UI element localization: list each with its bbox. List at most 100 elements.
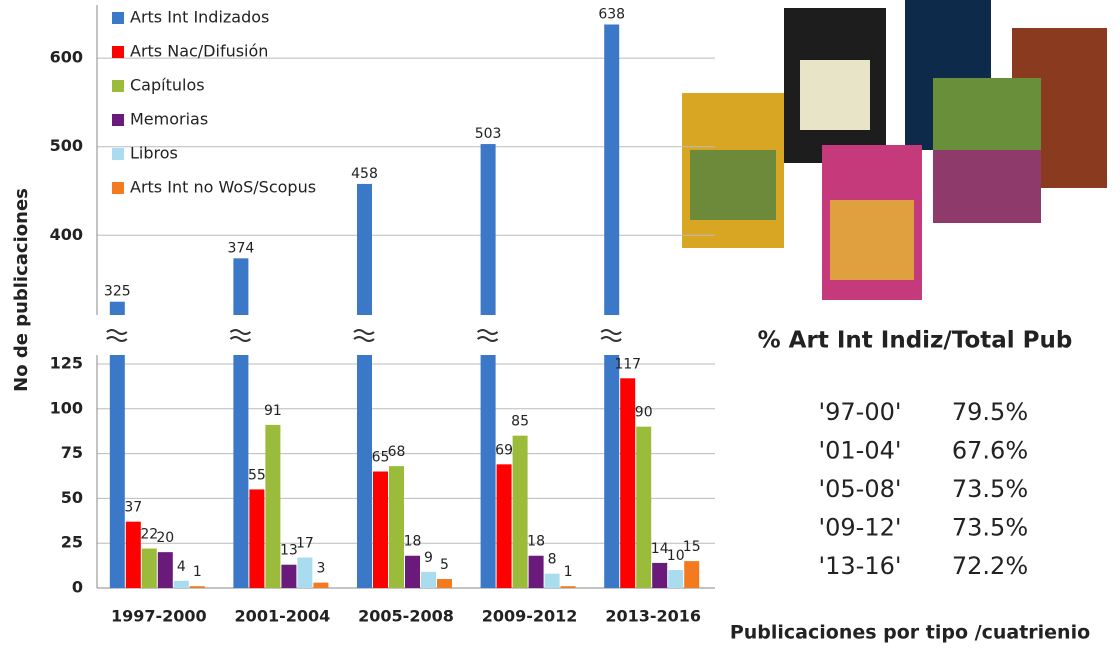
axis-break xyxy=(106,336,128,342)
value-label: 18 xyxy=(527,534,545,550)
bar xyxy=(297,557,313,588)
y-tick-label: 400 xyxy=(50,225,83,244)
value-label: 374 xyxy=(228,240,255,256)
bar xyxy=(684,561,700,588)
bar xyxy=(233,258,249,315)
bar xyxy=(125,521,141,588)
y-axis-title: No de publicaciones xyxy=(11,188,32,392)
x-tick-label: 2009-2012 xyxy=(482,607,578,626)
value-label: 325 xyxy=(104,284,131,300)
book-cover-art xyxy=(830,200,914,280)
legend-label: Arts Nac/Difusión xyxy=(130,42,268,61)
axis-break xyxy=(353,329,375,335)
summary-percent: 73.5% xyxy=(952,475,1028,503)
value-label: 17 xyxy=(296,536,314,552)
bar xyxy=(357,183,372,315)
axis-break xyxy=(476,329,499,335)
axis-break xyxy=(229,336,252,342)
summary-percent: 73.5% xyxy=(952,514,1028,542)
legend-swatch xyxy=(112,46,124,58)
x-axis-title: Publicaciones por tipo /cuatrienio xyxy=(730,622,1090,644)
value-label: 117 xyxy=(614,356,641,372)
bar xyxy=(109,355,125,588)
value-label: 8 xyxy=(548,552,557,568)
value-label: 503 xyxy=(475,126,502,142)
value-label: 14 xyxy=(651,541,669,557)
value-label: 65 xyxy=(372,450,390,466)
bar xyxy=(157,552,173,588)
bar xyxy=(373,471,388,588)
summary-period: '97-00' xyxy=(819,398,902,426)
value-label: 1 xyxy=(564,564,573,580)
book-cover-art xyxy=(690,150,776,220)
y-tick-label: 500 xyxy=(50,136,83,155)
bar xyxy=(265,424,281,588)
y-tick-label: 125 xyxy=(50,353,83,372)
bar xyxy=(668,570,684,588)
summary-period: '05-08' xyxy=(819,475,902,503)
legend-label: Libros xyxy=(130,144,178,163)
value-label: 15 xyxy=(683,539,701,555)
value-label: 10 xyxy=(667,548,685,564)
bar xyxy=(249,489,265,588)
bar xyxy=(421,571,436,588)
legend-swatch xyxy=(112,12,124,24)
bar xyxy=(604,355,620,588)
value-label: 20 xyxy=(156,530,174,546)
bar xyxy=(357,355,372,588)
legend-label: Capítulos xyxy=(130,76,205,95)
summary-percent: 72.2% xyxy=(952,552,1028,580)
value-label: 458 xyxy=(351,166,378,182)
bar xyxy=(528,555,544,588)
value-label: 90 xyxy=(635,405,653,421)
value-label: 37 xyxy=(124,500,142,516)
bar xyxy=(173,580,189,588)
summary-period: '13-16' xyxy=(819,552,902,580)
bar xyxy=(141,548,157,588)
y-tick-label: 50 xyxy=(61,488,83,507)
value-label: 4 xyxy=(177,559,186,575)
axis-break xyxy=(600,336,622,342)
bar xyxy=(109,301,125,315)
book-covers xyxy=(682,0,1107,300)
bar xyxy=(512,435,528,588)
legend-swatch xyxy=(112,80,124,92)
value-label: 55 xyxy=(248,467,266,483)
value-label: 3 xyxy=(316,561,325,577)
bar xyxy=(405,555,420,588)
value-label: 13 xyxy=(280,543,298,559)
bar xyxy=(389,466,404,588)
y-tick-label: 0 xyxy=(72,578,83,597)
value-label: 18 xyxy=(404,534,422,550)
value-label: 1 xyxy=(193,564,202,580)
axis-break xyxy=(353,336,375,342)
bar xyxy=(496,464,512,588)
value-label: 91 xyxy=(264,403,282,419)
bar xyxy=(636,426,652,588)
value-label: 85 xyxy=(511,414,529,430)
axis-break xyxy=(106,329,128,335)
value-label: 638 xyxy=(598,6,625,22)
legend-label: Arts Int no WoS/Scopus xyxy=(130,178,316,197)
y-tick-label: 25 xyxy=(61,533,83,552)
legend-label: Arts Int Indizados xyxy=(130,8,269,27)
summary-period: '01-04' xyxy=(819,437,902,465)
summary-percent: 79.5% xyxy=(952,398,1028,426)
bar xyxy=(560,586,576,588)
y-tick-label: 100 xyxy=(50,398,83,417)
bar xyxy=(480,355,496,588)
bar xyxy=(652,562,668,588)
book-cover-art xyxy=(800,60,870,130)
legend-label: Memorias xyxy=(130,110,208,129)
axis-break xyxy=(229,329,252,335)
bar xyxy=(620,378,636,588)
bar xyxy=(281,564,297,588)
axis-break xyxy=(476,336,499,342)
bar xyxy=(233,355,249,588)
x-tick-label: 2005-2008 xyxy=(358,607,454,626)
axis-break xyxy=(600,329,622,335)
y-tick-label: 600 xyxy=(50,48,83,67)
bar xyxy=(544,573,560,588)
bar xyxy=(604,24,620,315)
